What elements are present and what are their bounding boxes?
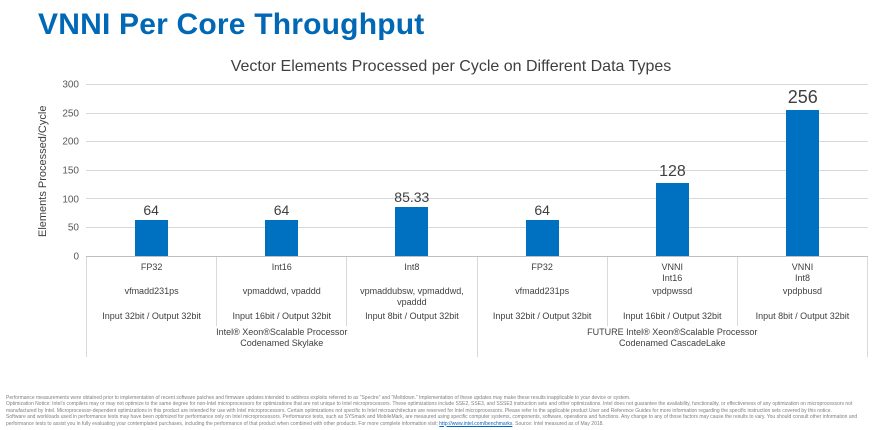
disclaimer-footnote: Performance measurements were obtained p… — [6, 395, 872, 428]
processor-group-label: FUTURE Intel® Xeon®Scalable Processor Co… — [478, 326, 868, 357]
bar-column: 64 — [477, 85, 607, 256]
bar-value-label: 64 — [534, 201, 550, 218]
disclaimer-para-benchmarks: Software and workloads used in performan… — [6, 414, 872, 427]
bar-value-label: 64 — [273, 201, 290, 218]
category-cell: FP32 vfmadd231ps Input 32bit / Output 32bi… — [478, 257, 608, 326]
category-instruction-label: vpmaddwd, vpaddd — [242, 286, 321, 296]
gridline — [86, 198, 868, 199]
category-instruction-label: vpmaddubsw, vpmaddwd, vpaddd — [360, 286, 464, 308]
processor-group-label: Intel® Xeon®Scalable Processor Codenamed… — [87, 326, 478, 357]
bar-value-label: 64 — [143, 201, 159, 218]
bar-value-label: 256 — [787, 87, 818, 108]
category-instruction-label: vfmadd231ps — [124, 286, 179, 296]
gridline — [86, 169, 868, 171]
y-tick-label: 50 — [67, 222, 79, 234]
disclaimer-para-spectre: Performance measurements were obtained p… — [6, 394, 631, 401]
bar-chart: Vector Elements Processed per Cycle on D… — [34, 58, 869, 357]
bar — [134, 219, 168, 256]
category-instruction-label: vfmadd231ps — [515, 286, 570, 296]
y-tick-label: 250 — [62, 108, 79, 120]
bar-column: 64 — [86, 85, 216, 256]
y-axis-title: Elements Processed/Cycle — [37, 105, 49, 237]
plot-area: 64 64 85.33 64 128 256 — [86, 84, 868, 257]
bar — [395, 207, 429, 256]
category-cell: Int8 vpmaddubsw, vpmaddwd, vpaddd Input 8b… — [347, 257, 478, 326]
y-axis-tick-labels: 0 50 100 150 200 250 300 — [52, 80, 86, 263]
benchmarks-link[interactable]: http://www.intel.com/benchmarks — [439, 420, 513, 427]
category-io-label: Input 16bit / Output 32bit — [622, 311, 722, 321]
category-io-label: Input 8bit / Output 32bit — [365, 311, 459, 321]
category-cell: VNNI Int8 vpdpbusd Input 8bit / Output 32b… — [738, 257, 869, 326]
gridline — [86, 112, 868, 114]
category-instruction-label: vpdpwssd — [652, 286, 693, 296]
category-io-label: Input 32bit / Output 32bit — [492, 311, 592, 321]
category-cell: VNNI Int16 vpdpwssd Input 16bit / Output 3… — [608, 257, 738, 326]
y-tick-label: 0 — [73, 251, 79, 263]
bar-column: 85.33 — [347, 85, 477, 256]
chart-plot-region: Elements Processed/Cycle 0 50 100 150 200 250… — [34, 80, 868, 263]
chart-title: Vector Elements Processed per Cycle on D… — [230, 58, 672, 75]
y-tick-label: 300 — [62, 79, 79, 91]
category-datatype-label: FP32 — [140, 262, 163, 272]
processor-group-labels: Intel® Xeon®Scalable Processor Codenamed… — [86, 326, 868, 357]
x-axis: FP32 vfmadd231ps Input 32bit / Output 32bi… — [86, 257, 869, 357]
gridline — [86, 141, 868, 142]
category-io-label: Input 32bit / Output 32bit — [102, 311, 201, 321]
bar-column: 128 — [607, 85, 737, 256]
gridline — [86, 84, 868, 85]
category-datatype-label: Int16 — [271, 262, 292, 272]
slide-title: VNNI Per Core Throughput — [38, 8, 425, 41]
category-io-label: Input 8bit / Output 32bit — [755, 311, 850, 321]
category-cell: FP32 vfmadd231ps Input 32bit / Output 32bi… — [87, 257, 218, 326]
gridline — [86, 226, 868, 228]
disclaimer-source-text: . Source: Intel measured as of May 2018. — [512, 420, 604, 427]
bar — [525, 219, 559, 256]
category-datatype-label: VNNI Int8 — [791, 262, 814, 284]
y-tick-label: 200 — [62, 136, 79, 148]
bar-value-label: 85.33 — [394, 189, 430, 206]
bar-column: 64 — [216, 85, 346, 256]
category-datatype-label: FP32 — [531, 262, 553, 272]
bar — [264, 219, 298, 256]
category-instruction-label: vpdpbusd — [782, 286, 822, 296]
category-datatype-label: VNNI Int16 — [661, 262, 684, 284]
category-io-label: Input 16bit / Output 32bit — [232, 311, 332, 321]
y-tick-label: 100 — [62, 194, 79, 206]
category-datatype-label: Int8 — [404, 262, 420, 272]
bar-column: 256 — [738, 85, 868, 256]
disclaimer-para-optimization-notice: Optimization Notice: Intel’s compilers m… — [6, 401, 853, 414]
category-cell: Int16 vpmaddwd, vpaddd Input 16bit / Outpu… — [217, 257, 348, 326]
y-tick-label: 150 — [62, 165, 79, 177]
bar-value-label: 128 — [659, 163, 686, 181]
disclaimer-para-benchmarks-text: Software and workloads used in performan… — [6, 414, 858, 427]
bar — [655, 183, 689, 256]
bar-series: 64 64 85.33 64 128 256 — [86, 85, 868, 256]
bar — [786, 110, 820, 256]
category-label-rows: FP32 vfmadd231ps Input 32bit / Output 32bi… — [86, 257, 869, 326]
